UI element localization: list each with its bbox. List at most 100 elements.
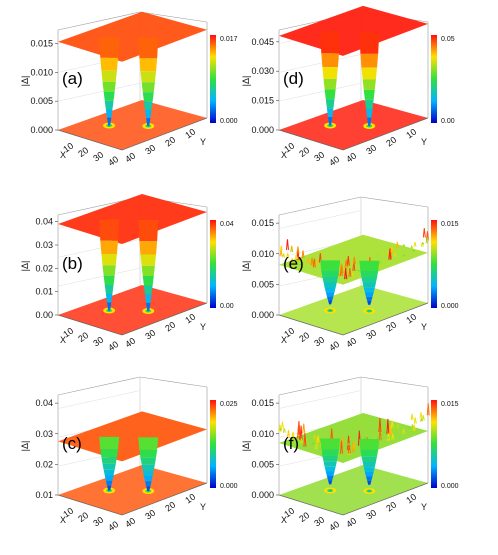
y-tick-label: 40 bbox=[123, 151, 137, 165]
z-tick-label: 0.005 bbox=[251, 279, 274, 289]
x-tick-label: 10 bbox=[61, 326, 75, 340]
surface-spike bbox=[347, 440, 351, 454]
vortex-well-segment bbox=[361, 67, 378, 80]
surface-spike bbox=[391, 433, 395, 440]
grid-line bbox=[278, 390, 362, 409]
vortex-well-segment bbox=[364, 99, 374, 109]
surface-spike bbox=[318, 253, 322, 263]
surface-spike bbox=[286, 252, 290, 259]
y-tick-label: 10 bbox=[183, 127, 197, 141]
vortex-well-segment bbox=[367, 117, 372, 126]
colorbar-max-label: 0.015 bbox=[441, 221, 459, 228]
axis-box-lines bbox=[57, 376, 208, 495]
surface-spike bbox=[314, 260, 318, 267]
x-axis-label: X bbox=[60, 335, 66, 345]
z-tick-label: 0.010 bbox=[251, 429, 274, 439]
surface-spike bbox=[279, 249, 283, 257]
surface-spike bbox=[410, 413, 414, 421]
z-axis-label: |Δ| bbox=[20, 76, 30, 87]
panel-label: (d) bbox=[283, 69, 304, 88]
x-tick-label: 30 bbox=[91, 515, 105, 529]
x-axis-label: X bbox=[281, 150, 287, 160]
surface-spike bbox=[340, 265, 344, 274]
vortex-well-segment bbox=[107, 117, 112, 126]
surface-spike bbox=[425, 239, 429, 244]
surface-spike bbox=[426, 237, 430, 241]
panel-label: (b) bbox=[62, 254, 83, 273]
vortex-well-segment bbox=[323, 78, 337, 90]
vortex-well-segment bbox=[323, 282, 337, 288]
vortex-well-segment bbox=[320, 260, 341, 271]
grid-line bbox=[57, 390, 141, 409]
surface-spike bbox=[282, 428, 286, 433]
surface-spike bbox=[348, 268, 352, 277]
y-tick-label: 30 bbox=[364, 143, 378, 157]
vortex-well-segment bbox=[328, 300, 333, 305]
colorbar bbox=[210, 220, 216, 308]
x-tick-label: 10 bbox=[61, 506, 75, 520]
x-tick-label: 30 bbox=[91, 335, 105, 349]
vortex-well-segment bbox=[103, 91, 115, 101]
surface-spike bbox=[378, 428, 382, 441]
vortex-well-segment bbox=[363, 287, 375, 293]
surface-spike bbox=[389, 425, 393, 435]
surface-spike bbox=[344, 268, 348, 280]
surface-spike bbox=[390, 420, 394, 428]
z-tick-label: 0.04 bbox=[35, 217, 53, 227]
y-axis-label: Y bbox=[200, 502, 206, 512]
y-tick-label: 40 bbox=[344, 516, 358, 530]
surface-spike bbox=[280, 421, 284, 429]
front-axis-lines bbox=[57, 482, 208, 516]
surface-spike bbox=[302, 423, 306, 434]
vortex-well-segment bbox=[145, 109, 152, 119]
surface-spike bbox=[388, 248, 392, 259]
surface-spike bbox=[393, 250, 397, 257]
surface-spike bbox=[390, 246, 394, 252]
vortex-well-segment bbox=[361, 277, 378, 283]
vortex-well-segment bbox=[359, 260, 380, 272]
grid-line bbox=[278, 82, 362, 102]
z-tick-label: 0.015 bbox=[251, 398, 274, 408]
vortex-well-segment bbox=[367, 300, 372, 305]
vortex-well-segment bbox=[323, 461, 337, 467]
colorbar-max-label: 0.05 bbox=[441, 36, 455, 43]
vortex-well-segment bbox=[364, 292, 374, 297]
axis-box-lines bbox=[57, 11, 208, 130]
vortex-well-segment bbox=[326, 296, 334, 301]
vortex-well-segment bbox=[101, 254, 117, 266]
vortex-well-segment bbox=[104, 100, 114, 110]
x-axis-label: X bbox=[60, 515, 66, 525]
surface-spike bbox=[383, 430, 386, 434]
x-tick-label: 20 bbox=[297, 330, 311, 344]
vortex-well-segment bbox=[143, 101, 153, 110]
vortex-well-segment bbox=[142, 276, 154, 286]
z-tick-label: 0.000 bbox=[251, 490, 274, 500]
surface-spike bbox=[385, 251, 389, 256]
y-tick-label: 30 bbox=[364, 508, 378, 522]
surface-spike bbox=[413, 241, 417, 247]
y-axis-label: Y bbox=[200, 322, 206, 332]
surface-spike bbox=[344, 259, 348, 268]
vortex-well-segment bbox=[324, 89, 336, 100]
vortex-well-segment bbox=[139, 241, 158, 255]
vortex-well-segment bbox=[141, 82, 155, 93]
colorbar-min-label: 0.000 bbox=[441, 483, 459, 490]
grid-line bbox=[278, 210, 362, 229]
surface-spike bbox=[299, 425, 303, 441]
vortex-well-segment bbox=[359, 438, 380, 450]
vortex-well-segment bbox=[361, 456, 378, 463]
front-axis-lines bbox=[278, 117, 429, 151]
z-tick-label: 0.015 bbox=[251, 96, 274, 106]
vortex-well-segment bbox=[140, 254, 157, 266]
surface-spike bbox=[330, 428, 334, 442]
x-tick-label: 40 bbox=[106, 339, 120, 353]
z-tick-label: 0.030 bbox=[251, 66, 274, 76]
vortex-well-segment bbox=[362, 79, 376, 90]
vortex-well-segment bbox=[102, 463, 116, 470]
surface-spike bbox=[312, 442, 315, 445]
colorbar-max-label: 0.017 bbox=[220, 36, 238, 43]
colorbar-min-label: 0.000 bbox=[220, 483, 238, 490]
